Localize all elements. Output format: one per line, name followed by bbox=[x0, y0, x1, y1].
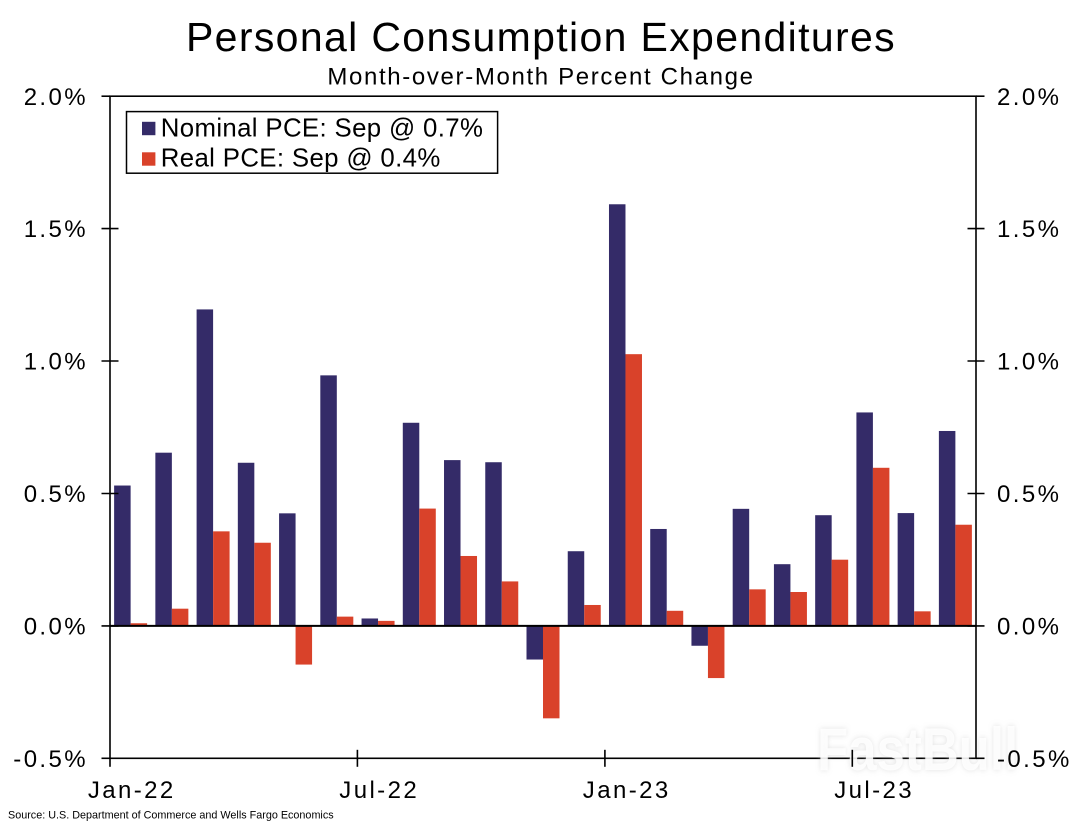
svg-text:Jul-23: Jul-23 bbox=[834, 777, 914, 804]
svg-text:Personal Consumption Expenditu: Personal Consumption Expenditures bbox=[186, 14, 896, 60]
svg-text:1.0%: 1.0% bbox=[24, 349, 88, 376]
svg-text:Source: U.S. Department of Com: Source: U.S. Department of Commerce and … bbox=[8, 810, 334, 822]
svg-text:-0.5%: -0.5% bbox=[997, 746, 1072, 773]
svg-text:Jan-23: Jan-23 bbox=[583, 777, 671, 804]
svg-text:2.0%: 2.0% bbox=[997, 84, 1061, 111]
svg-text:0.5%: 0.5% bbox=[24, 481, 88, 508]
svg-text:1.5%: 1.5% bbox=[997, 216, 1061, 243]
svg-text:Jan-22: Jan-22 bbox=[88, 777, 176, 804]
svg-text:0.5%: 0.5% bbox=[997, 481, 1061, 508]
svg-text:0.0%: 0.0% bbox=[997, 614, 1061, 641]
svg-text:FastBull: FastBull bbox=[817, 716, 1018, 783]
svg-text:Real PCE: Sep @ 0.4%: Real PCE: Sep @ 0.4% bbox=[161, 145, 441, 173]
svg-text:1.5%: 1.5% bbox=[24, 216, 88, 243]
svg-text:Nominal PCE: Sep @ 0.7%: Nominal PCE: Sep @ 0.7% bbox=[161, 114, 483, 142]
svg-text:FastBull: FastBull bbox=[817, 716, 1018, 783]
svg-text:Month-over-Month Percent Chang: Month-over-Month Percent Change bbox=[327, 63, 754, 90]
svg-text:1.0%: 1.0% bbox=[997, 349, 1061, 376]
svg-text:Jul-22: Jul-22 bbox=[339, 777, 419, 804]
svg-text:2.0%: 2.0% bbox=[24, 84, 88, 111]
svg-text:0.0%: 0.0% bbox=[24, 614, 88, 641]
svg-text:-0.5%: -0.5% bbox=[13, 746, 88, 773]
